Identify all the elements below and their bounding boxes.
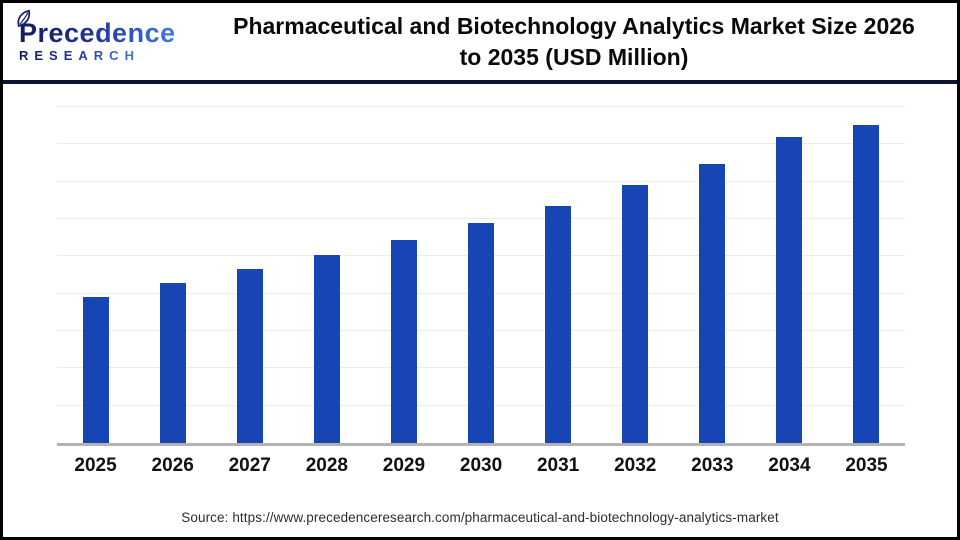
bar-chart: 2025 2026 2027 2028 2029 2030 2031 2032 2033 2034… bbox=[3, 84, 957, 477]
bar-cell-2026 bbox=[134, 107, 211, 443]
bar-2035 bbox=[853, 124, 880, 443]
gridline-9000 bbox=[57, 106, 905, 107]
x-axis-label-2032: 2032 bbox=[614, 455, 657, 476]
x-axis-label-2027: 2027 bbox=[228, 455, 271, 476]
x-axis-label-2035: 2035 bbox=[845, 455, 888, 476]
gridline-7000 bbox=[57, 180, 905, 182]
leaf-icon bbox=[13, 8, 34, 33]
bar-2029 bbox=[390, 239, 417, 443]
bar-2025 bbox=[82, 297, 109, 443]
x-axis-label-2033: 2033 bbox=[691, 455, 734, 476]
bar-cell-2027 bbox=[211, 107, 288, 443]
chart-title-line1: Pharmaceutical and Biotechnology Analyti… bbox=[233, 12, 915, 39]
gridline-6000 bbox=[57, 218, 905, 219]
bar-2026 bbox=[159, 282, 186, 443]
logo-subtitle-text: RESEARCH bbox=[19, 47, 140, 63]
bar-cell-2031 bbox=[520, 107, 597, 443]
bar-2027 bbox=[236, 269, 263, 443]
bar-2030 bbox=[468, 223, 495, 443]
bar-2031 bbox=[545, 205, 572, 443]
x-axis-label-2031: 2031 bbox=[536, 455, 580, 476]
bar-cell-2025 bbox=[57, 107, 134, 443]
footer: Source: https://www.precedenceresearch.c… bbox=[3, 510, 957, 525]
x-axis-label-2026: 2026 bbox=[151, 455, 194, 476]
bar-cell-2029 bbox=[365, 107, 442, 443]
chart-title: Pharmaceutical and Biotechnology Analyti… bbox=[205, 11, 957, 73]
plot-area bbox=[57, 106, 905, 446]
x-axis-label-2029: 2029 bbox=[382, 455, 426, 476]
bars-row bbox=[57, 107, 905, 443]
bar-cell-2032 bbox=[597, 107, 674, 443]
bar-2034 bbox=[776, 136, 803, 443]
source-citation: Source: https://www.precedenceresearch.c… bbox=[181, 510, 779, 525]
bar-cell-2033 bbox=[674, 107, 751, 443]
x-axis-label-2034: 2034 bbox=[768, 455, 811, 476]
x-axis-label-2025: 2025 bbox=[74, 455, 117, 476]
bar-cell-2034 bbox=[751, 107, 828, 443]
chart-title-line2: to 2035 (USD Million) bbox=[459, 43, 689, 70]
header-divider bbox=[3, 80, 957, 84]
x-axis-labels: 2025 2026 2027 2028 2029 2030 2031 2032 2033 2034… bbox=[57, 455, 905, 477]
bar-2033 bbox=[699, 164, 726, 443]
precedence-research-logo: Precedence RESEARCH bbox=[3, 9, 205, 65]
x-axis-label-2030: 2030 bbox=[459, 455, 503, 476]
bar-cell-2030 bbox=[442, 107, 519, 443]
logo-brand-text: Precedence bbox=[19, 17, 176, 48]
bar-2032 bbox=[622, 185, 649, 443]
x-axis-label-2028: 2028 bbox=[305, 455, 348, 476]
bar-cell-2035 bbox=[828, 107, 905, 443]
gridline-8000 bbox=[57, 143, 905, 145]
bar-cell-2028 bbox=[288, 107, 365, 443]
bar-2028 bbox=[313, 254, 340, 443]
header: Precedence RESEARCH Pharmaceutical and B… bbox=[3, 3, 957, 80]
